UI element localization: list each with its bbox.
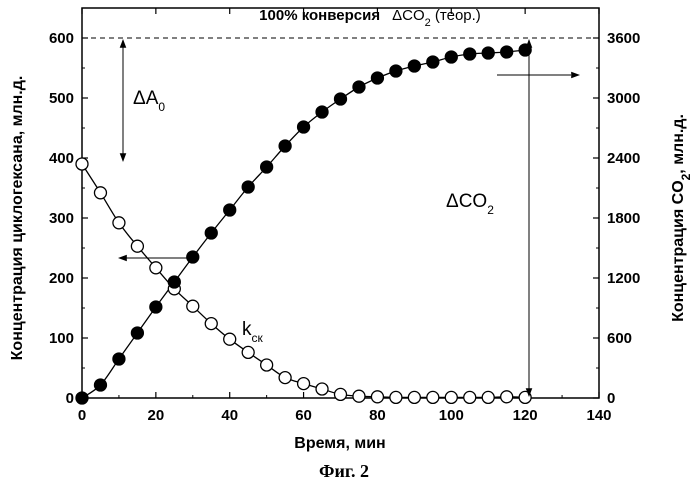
co2-point	[279, 140, 291, 152]
left-axis-pointer-head	[118, 255, 127, 262]
co2-point	[390, 65, 402, 77]
co2-point	[316, 106, 328, 118]
cyclohexane-point	[131, 240, 143, 252]
co2-point	[131, 327, 143, 339]
annotations	[82, 38, 599, 397]
co2-point	[150, 301, 162, 313]
co2-point	[501, 46, 513, 58]
right-axis-pointer-head	[571, 72, 580, 79]
cyclohexane-point	[187, 300, 199, 312]
cyclohexane-point	[76, 158, 88, 170]
cyclohexane-point	[224, 333, 236, 345]
x-tick-label: 100	[439, 407, 464, 424]
co2-point	[187, 251, 199, 263]
co2-point	[242, 181, 254, 193]
cyclohexane-point	[316, 383, 328, 395]
co2-point	[353, 81, 365, 93]
co2-point	[76, 392, 88, 404]
cyclohexane-point	[150, 262, 162, 274]
co2-point	[113, 353, 125, 365]
cyclohexane-point	[279, 372, 291, 384]
cyclohexane-point	[464, 391, 476, 403]
axis-ticks	[82, 8, 599, 398]
plot-border	[82, 8, 599, 398]
cyclohexane-point	[94, 187, 106, 199]
delta-co2-arrow-up	[526, 39, 533, 48]
co2-point	[261, 161, 273, 173]
y2-axis-label: Концентрация CO2, млн.д.	[670, 114, 693, 322]
cyclohexane-point	[242, 346, 254, 358]
co2-point	[371, 72, 383, 84]
co2-point	[94, 379, 106, 391]
delta-co2-label: ΔCO2	[446, 191, 494, 217]
co2-point	[335, 93, 347, 105]
x-tick-label: 120	[513, 407, 538, 424]
y-tick-label: 600	[49, 30, 74, 47]
co2-point	[464, 48, 476, 60]
y2-tick-label: 1800	[607, 210, 640, 227]
cyclohexane-point	[482, 391, 494, 403]
y2-tick-label: 3000	[607, 90, 640, 107]
y-tick-label: 200	[49, 270, 74, 287]
delta-a0-arrow-up	[120, 39, 127, 48]
co2-point	[224, 204, 236, 216]
delta-a0-label: ΔA0	[133, 88, 165, 114]
y2-tick-label: 1200	[607, 270, 640, 287]
y-axis-label: Концентрация циклогексана, млн.д.	[9, 76, 26, 361]
cyclohexane-point	[335, 388, 347, 400]
x-tick-label: 40	[221, 407, 238, 424]
x-tick-label: 60	[295, 407, 312, 424]
co2-point	[205, 227, 217, 239]
x-tick-label: 80	[369, 407, 386, 424]
cyclohexane-point	[205, 318, 217, 330]
chart-figure: 0204060801001201400100200300400500600060…	[0, 0, 699, 486]
x-tick-label: 20	[148, 407, 165, 424]
cyclohexane-point	[298, 378, 310, 390]
y2-tick-label: 0	[607, 390, 615, 407]
y-tick-label: 400	[49, 150, 74, 167]
cyclohexane-point	[427, 391, 439, 403]
co2-point	[168, 276, 180, 288]
cyclohexane-point	[408, 391, 420, 403]
delta-a0-arrow-down	[120, 153, 127, 162]
cyclohexane-point	[445, 391, 457, 403]
co2-point	[482, 47, 494, 59]
cyclohexane-point	[501, 391, 513, 403]
cyclohexane-point	[353, 390, 365, 402]
y2-tick-label: 3600	[607, 30, 640, 47]
y2-tick-label: 600	[607, 330, 632, 347]
y-tick-label: 300	[49, 210, 74, 227]
k-label: kск	[242, 319, 264, 345]
cyclohexane-point	[390, 391, 402, 403]
y-tick-label: 500	[49, 90, 74, 107]
y-tick-label: 100	[49, 330, 74, 347]
top-annotation: 100% конверсияΔCO2 (теор.)	[259, 7, 481, 29]
plot-frame	[82, 8, 599, 398]
figure-caption: Фиг. 2	[319, 461, 369, 481]
y2-tick-label: 2400	[607, 150, 640, 167]
co2-point	[445, 51, 457, 63]
x-tick-label: 0	[78, 407, 86, 424]
cyclohexane-point	[371, 391, 383, 403]
co2-point	[408, 60, 420, 72]
x-axis-label: Время, мин	[294, 435, 385, 452]
y-tick-label: 0	[66, 390, 74, 407]
cyclohexane-point	[261, 359, 273, 371]
co2-point	[427, 56, 439, 68]
cyclohexane-point	[113, 217, 125, 229]
x-tick-label: 140	[586, 407, 611, 424]
co2-point	[298, 121, 310, 133]
